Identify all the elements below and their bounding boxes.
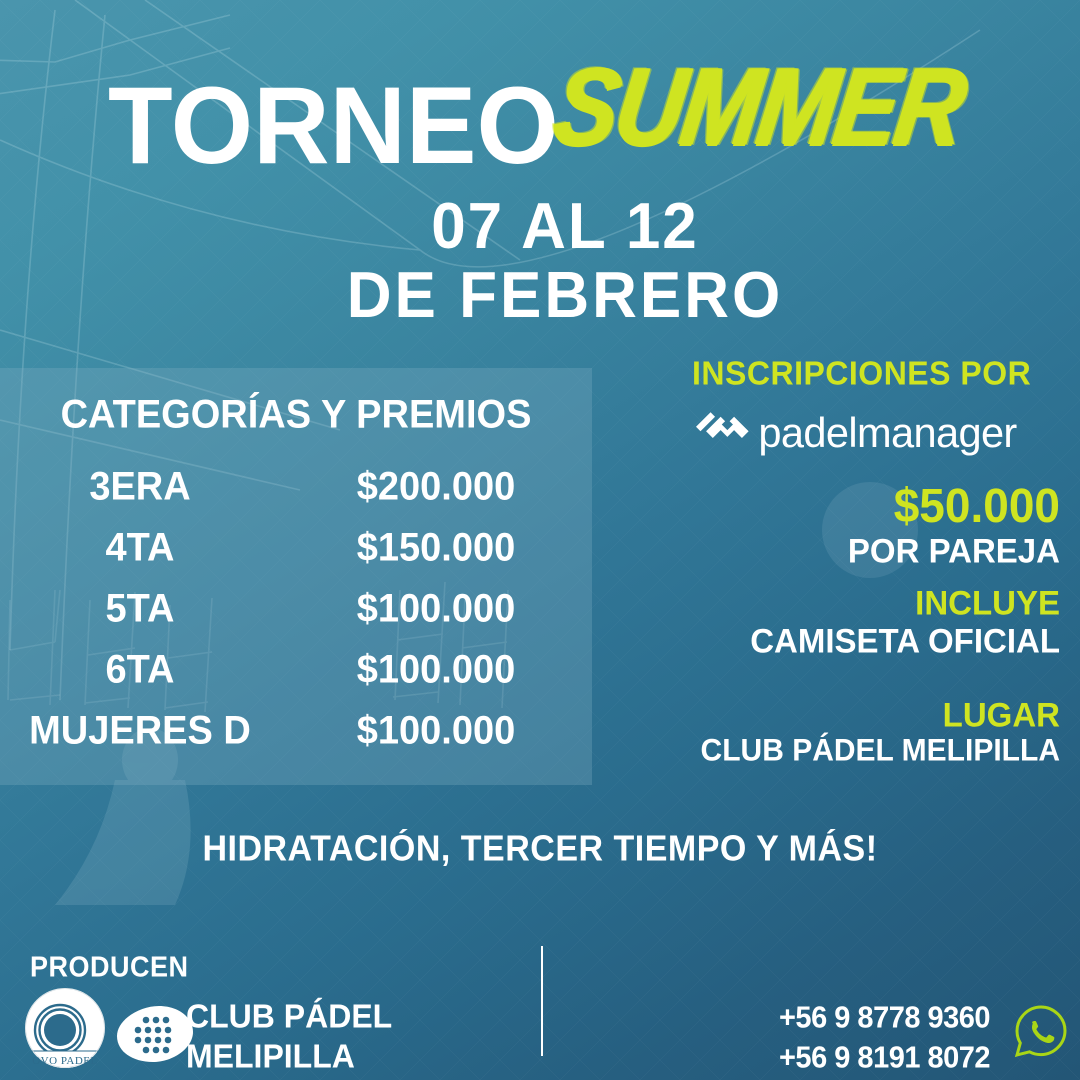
svg-text:OVO PADEL: OVO PADEL [32, 1055, 98, 1067]
svg-text:padelmanager: padelmanager [758, 409, 1017, 456]
